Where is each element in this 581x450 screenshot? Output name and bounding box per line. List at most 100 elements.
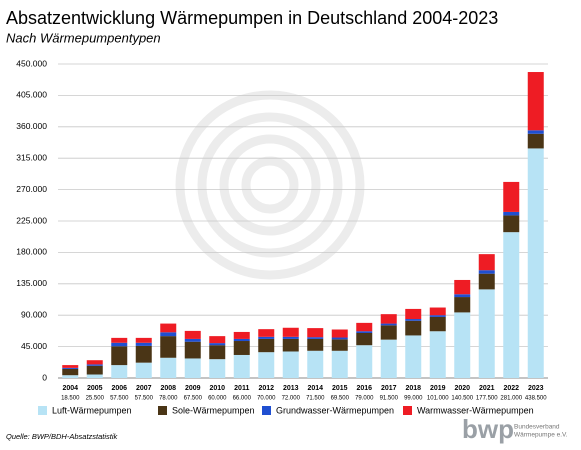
x-tick-label: 2011 — [234, 385, 249, 392]
x-tick-label: 2020 — [454, 385, 470, 392]
bar-segment — [405, 308, 422, 320]
bar-segment — [331, 337, 348, 340]
x-tick-label: 2016 — [356, 385, 372, 392]
total-label: 18.500 — [61, 396, 80, 402]
x-tick-label: 2004 — [62, 385, 78, 392]
total-label: 79.000 — [355, 396, 374, 402]
total-label: 438.500 — [525, 396, 547, 402]
bar-segment — [233, 341, 250, 355]
bar-segment — [405, 320, 422, 336]
total-label: 140.500 — [451, 396, 473, 402]
total-label: 78.000 — [159, 396, 178, 402]
x-tick-label: 2018 — [405, 385, 421, 392]
y-tick-label: 450.000 — [16, 58, 47, 68]
bar-segment — [503, 211, 520, 216]
chart-title: Absatzentwicklung Wärmepumpen in Deutsch… — [6, 8, 498, 28]
x-tick-label: 2008 — [160, 385, 176, 392]
bar-segment — [282, 327, 299, 337]
bar-segment — [282, 336, 299, 339]
bar-segment — [307, 328, 324, 338]
x-tick-label: 2012 — [258, 385, 274, 392]
y-tick-label: 405.000 — [16, 90, 47, 100]
total-label: 66.000 — [233, 396, 252, 402]
y-tick-label: 90.000 — [21, 309, 47, 319]
bar-segment — [282, 338, 299, 352]
bar-segment — [135, 337, 152, 343]
legend-swatch — [403, 406, 412, 415]
bar-segment — [233, 331, 250, 339]
bar-segment — [62, 368, 79, 376]
total-label: 67.500 — [184, 396, 203, 402]
bar-segment — [356, 332, 373, 346]
bar-segment — [62, 365, 79, 368]
bar-segment — [356, 345, 373, 378]
x-tick-label: 2023 — [528, 385, 544, 392]
legend-label: Grundwasser-Wärmepumpen — [276, 405, 394, 415]
bar-segment — [111, 365, 128, 378]
y-tick-label: 315.000 — [16, 152, 47, 162]
total-label: 281.000 — [500, 396, 522, 402]
x-tick-label: 2013 — [283, 385, 299, 392]
bar-segment — [111, 346, 128, 366]
logo: bwp — [462, 414, 514, 444]
bar-segment — [282, 351, 299, 378]
bar-segment — [86, 360, 103, 365]
bar-segment — [380, 323, 397, 326]
legend-label: Luft-Wärmepumpen — [52, 405, 132, 415]
bar-segment — [307, 337, 324, 339]
total-label: 177.500 — [476, 396, 498, 402]
bar-segment — [258, 336, 275, 339]
bar-segment — [86, 364, 103, 366]
total-label: 101.000 — [427, 396, 449, 402]
bar-segment — [503, 215, 520, 233]
chart-subtitle: Nach Wärmepumpentypen — [6, 30, 161, 45]
bar-segment — [307, 350, 324, 378]
x-tick-label: 2006 — [111, 385, 127, 392]
bar-segment — [184, 341, 201, 359]
bar-segment — [356, 322, 373, 332]
watermark — [175, 90, 365, 280]
bar-segment — [380, 325, 397, 340]
legend-swatch — [262, 406, 271, 415]
total-label: 57.500 — [135, 396, 154, 402]
bar-segment — [209, 343, 226, 346]
y-tick-label: 360.000 — [16, 121, 47, 131]
total-label: 57.500 — [110, 396, 129, 402]
source: Quelle: BWP/BDH-Absatzstatistik — [6, 432, 119, 441]
y-tick-label: 180.000 — [16, 247, 47, 257]
x-tick-label: 2021 — [479, 385, 495, 392]
x-tick-label: 2005 — [87, 385, 103, 392]
total-label: 70.000 — [257, 396, 276, 402]
total-label: 60.000 — [208, 396, 227, 402]
bar-segment — [160, 357, 177, 378]
bar-segment — [380, 339, 397, 378]
total-label: 69.500 — [331, 396, 350, 402]
bar-segment — [331, 329, 348, 338]
x-tick-label: 2017 — [381, 385, 397, 392]
x-tick-label: 2010 — [209, 385, 225, 392]
bar-segment — [258, 338, 275, 353]
bar-segment — [429, 307, 446, 316]
bar-segment — [405, 319, 422, 321]
total-label: 25.500 — [86, 396, 105, 402]
bar-segment — [62, 375, 79, 378]
x-tick-label: 2007 — [136, 385, 152, 392]
bar-segment — [527, 72, 544, 131]
bar-segment — [160, 332, 177, 337]
y-tick-label: 270.000 — [16, 184, 47, 194]
total-label: 99.000 — [404, 396, 423, 402]
bar-segment — [527, 148, 544, 378]
bar-segment — [160, 323, 177, 333]
total-label: 91.500 — [380, 396, 399, 402]
x-tick-label: 2022 — [503, 385, 519, 392]
bar-segment — [454, 279, 471, 295]
bar-segment — [209, 345, 226, 360]
bar-segment — [233, 354, 250, 378]
legend-label: Sole-Wärmepumpen — [172, 405, 255, 415]
bar-segment — [429, 316, 446, 332]
bar-segment — [429, 315, 446, 317]
bar-segment — [478, 254, 495, 271]
bar-segment — [356, 331, 373, 333]
bar-segment — [209, 359, 226, 378]
